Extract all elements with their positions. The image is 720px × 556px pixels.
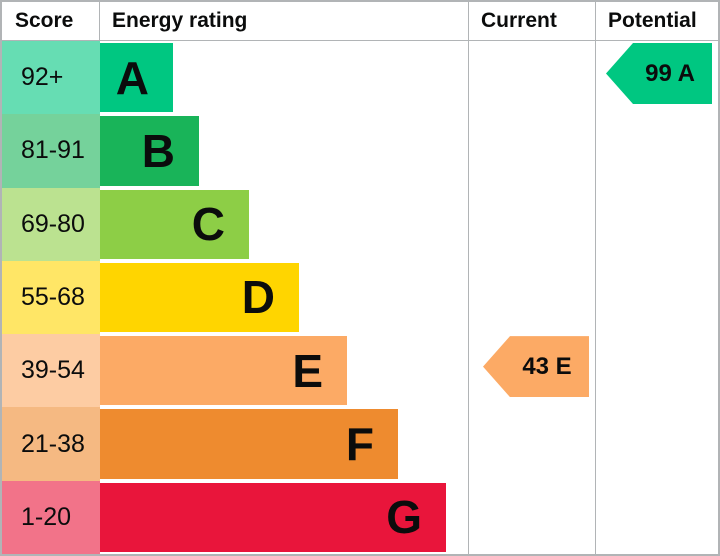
rating-row-g: 1-20 G	[2, 480, 718, 554]
current-cell-g	[468, 480, 595, 554]
band-letter-d: D	[241, 271, 275, 324]
current-cell-b	[468, 114, 595, 188]
band-letter-f: F	[345, 418, 374, 471]
rating-cell-a: A	[100, 41, 468, 114]
rating-cell-e: E	[100, 334, 468, 407]
score-range-f: 21-38	[21, 429, 85, 458]
score-range-d: 55-68	[21, 282, 85, 311]
potential-cell-a: 99 A	[595, 41, 718, 115]
score-cell-d: 55-68	[2, 260, 100, 335]
rating-row-d: 55-68 D	[2, 260, 718, 335]
rating-cell-d: D	[100, 261, 468, 334]
rating-cell-c: C	[100, 188, 468, 261]
current-cell-e: 43 E	[468, 334, 595, 408]
current-cell-d	[468, 260, 595, 335]
current-cell-c	[468, 187, 595, 261]
rating-row-c: 69-80 C	[2, 187, 718, 261]
rating-cell-g: G	[100, 481, 468, 554]
score-cell-g: 1-20	[2, 480, 100, 554]
score-range-b: 81-91	[21, 136, 85, 165]
potential-rating-label: 99 A	[645, 59, 695, 87]
current-rating-arrow: 43 E	[483, 336, 589, 398]
potential-cell-b	[595, 114, 718, 188]
chart-header: Score Energy rating Current Potential	[2, 2, 718, 41]
score-range-e: 39-54	[21, 356, 85, 385]
rating-cell-b: B	[100, 114, 468, 187]
rating-bar-e: E	[100, 336, 347, 406]
score-cell-e: 39-54	[2, 334, 100, 408]
score-cell-a: 92+	[2, 41, 100, 115]
rating-bar-b: B	[100, 116, 199, 186]
band-letter-c: C	[191, 198, 225, 251]
rating-row-b: 81-91 B	[2, 114, 718, 188]
band-letter-b: B	[141, 124, 175, 177]
potential-rating-arrow: 99 A	[606, 43, 712, 104]
header-score: Score	[2, 2, 100, 40]
band-letter-e: E	[292, 344, 323, 397]
score-range-a: 92+	[21, 63, 64, 92]
rating-bar-a: A	[100, 43, 173, 113]
rating-bar-d: D	[100, 262, 299, 333]
rating-cell-f: F	[100, 407, 468, 480]
rating-row-e: 39-54 E 43 E	[2, 334, 718, 408]
rating-row-a: 92+ A 99 A	[2, 41, 718, 115]
potential-cell-c	[595, 187, 718, 261]
score-range-c: 69-80	[21, 209, 85, 238]
potential-cell-d	[595, 260, 718, 335]
score-cell-c: 69-80	[2, 187, 100, 261]
potential-cell-e	[595, 334, 718, 408]
potential-cell-g	[595, 480, 718, 554]
potential-cell-f	[595, 407, 718, 481]
header-energy-rating: Energy rating	[112, 9, 248, 32]
current-cell-a	[468, 41, 595, 115]
rating-row-f: 21-38 F	[2, 407, 718, 481]
current-cell-f	[468, 407, 595, 481]
score-cell-b: 81-91	[2, 114, 100, 188]
rating-bar-c: C	[100, 189, 249, 259]
header-current: Current	[468, 2, 595, 40]
current-rating-label: 43 E	[522, 352, 572, 380]
score-range-g: 1-20	[21, 502, 72, 531]
rating-bar-g: G	[100, 482, 446, 552]
band-letter-a: A	[115, 51, 149, 104]
header-potential: Potential	[595, 2, 718, 40]
rating-bar-f: F	[100, 409, 398, 479]
score-cell-f: 21-38	[2, 407, 100, 481]
rating-rows: 92+ A 99 A 81-91 B 69-80 C 55-68 D 39-54 E 43 E 21-3…	[2, 41, 718, 554]
band-letter-g: G	[386, 491, 422, 544]
